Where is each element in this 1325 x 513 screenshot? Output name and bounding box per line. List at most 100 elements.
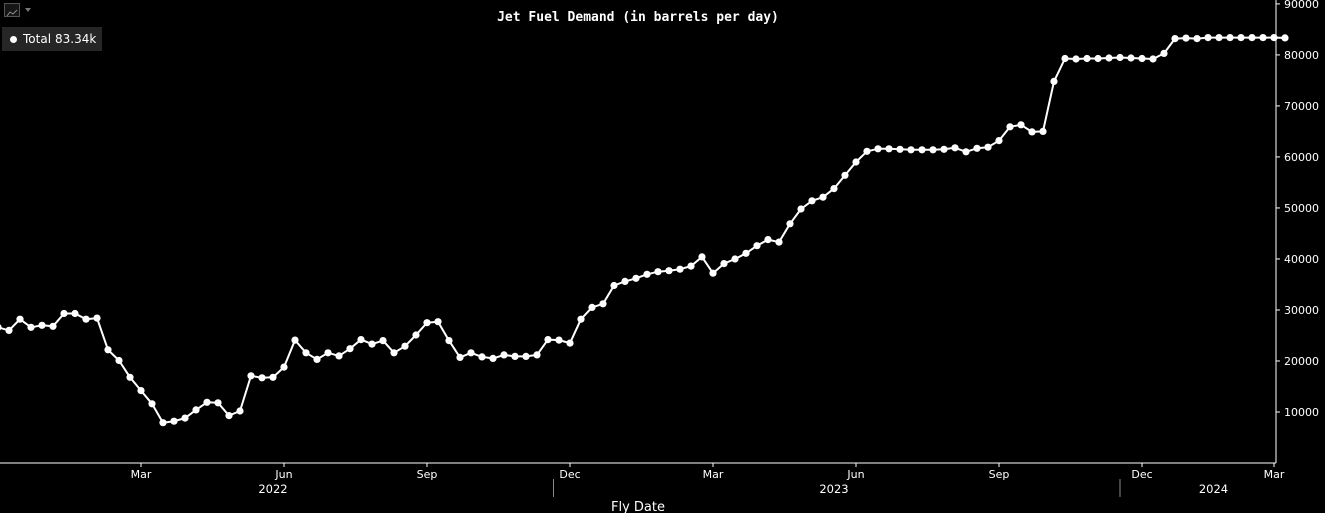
data-point: [71, 309, 79, 318]
chart-title: Jet Fuel Demand (in barrels per day): [497, 10, 779, 25]
data-point: [1226, 34, 1234, 42]
data-point: [27, 323, 35, 331]
data-point: [753, 242, 761, 250]
data-point: [335, 352, 343, 360]
y-tick-label: 40000: [1284, 253, 1319, 266]
data-point: [511, 352, 519, 360]
data-point: [181, 414, 189, 422]
data-point: [775, 238, 783, 246]
data-point: [1281, 34, 1289, 42]
data-point: [445, 337, 453, 345]
data-point: [654, 268, 662, 276]
data-point: [1072, 55, 1080, 63]
data-point: [126, 373, 134, 381]
legend[interactable]: Total 83.34k: [2, 27, 102, 51]
chevron-down-icon[interactable]: [25, 8, 31, 12]
data-point: [1061, 54, 1069, 63]
data-point: [137, 387, 145, 395]
data-point: [687, 262, 695, 270]
data-point: [1149, 55, 1157, 63]
data-point: [49, 322, 57, 330]
data-point: [390, 349, 398, 357]
chart-type-toolbar[interactable]: [4, 2, 40, 18]
data-point: [962, 148, 970, 156]
data-point: [1138, 54, 1146, 63]
data-point: [786, 220, 794, 228]
x-tick-label: Dec: [559, 468, 580, 481]
x-tick-label: Jun: [846, 468, 864, 481]
data-point: [225, 412, 233, 420]
data-point: [643, 270, 651, 278]
data-point: [1160, 49, 1168, 58]
data-point: [291, 336, 299, 344]
data-point: [302, 349, 310, 357]
data-point: [1182, 34, 1190, 42]
data-point: [115, 356, 123, 365]
data-point: [709, 269, 717, 277]
data-point: [258, 374, 266, 382]
data-point: [401, 342, 409, 350]
data-point: [1006, 123, 1014, 131]
legend-marker-icon: [10, 35, 17, 43]
y-axis: 10000 20000 30000 40000 50000 60000 70000 80000…: [1275, 0, 1319, 463]
data-point: [610, 281, 618, 290]
data-point: [731, 255, 739, 263]
data-point: [379, 337, 387, 345]
data-point: [104, 346, 112, 354]
data-point: [60, 309, 68, 318]
data-point: [93, 314, 101, 322]
data-point: [599, 300, 607, 308]
data-point: [588, 303, 596, 311]
data-point: [533, 351, 541, 359]
data-point: [995, 137, 1003, 145]
y-tick-label: 60000: [1284, 151, 1319, 164]
data-point: [1028, 128, 1036, 136]
data-point: [555, 336, 563, 344]
data-point: [280, 363, 288, 371]
x-tick-label: Mar: [703, 468, 724, 481]
data-point: [621, 277, 629, 285]
data-point: [478, 353, 486, 361]
data-point: [1094, 54, 1102, 63]
data-point: [236, 407, 244, 415]
x-axis-label: Fly Date: [611, 500, 665, 513]
data-point: [907, 146, 915, 154]
data-point: [5, 326, 13, 334]
data-point: [577, 315, 585, 323]
y-tick-label: 20000: [1284, 355, 1319, 368]
data-point: [522, 352, 530, 360]
data-point: [247, 372, 255, 380]
year-label: 2024: [1199, 482, 1228, 496]
data-point: [1204, 34, 1212, 42]
data-point: [1171, 35, 1179, 43]
data-point: [676, 265, 684, 273]
data-point: [357, 336, 365, 344]
y-tick-label: 70000: [1284, 100, 1319, 113]
data-point: [0, 324, 2, 331]
data-point: [1193, 35, 1201, 43]
data-point: [38, 321, 46, 329]
data-point: [434, 318, 442, 326]
data-point: [632, 274, 640, 282]
data-point: [148, 400, 156, 408]
y-tick-label: 90000: [1284, 0, 1319, 11]
data-point: [1248, 34, 1256, 42]
data-point: [896, 145, 904, 153]
data-point: [841, 171, 849, 179]
year-label: 2023: [819, 482, 848, 496]
line-chart-icon[interactable]: [4, 3, 20, 17]
data-point: [797, 205, 805, 213]
legend-series-name: Total: [23, 32, 52, 46]
data-point: [313, 355, 321, 363]
data-point: [819, 193, 827, 201]
data-point: [720, 260, 728, 268]
data-point: [1105, 54, 1113, 62]
series-line-total: [0, 36, 1286, 424]
y-tick-label: 80000: [1284, 49, 1319, 62]
data-point: [1017, 121, 1025, 129]
data-point: [566, 339, 574, 347]
data-point: [698, 253, 706, 261]
data-point: [973, 144, 981, 152]
data-point: [324, 349, 332, 357]
data-point: [1237, 34, 1245, 42]
